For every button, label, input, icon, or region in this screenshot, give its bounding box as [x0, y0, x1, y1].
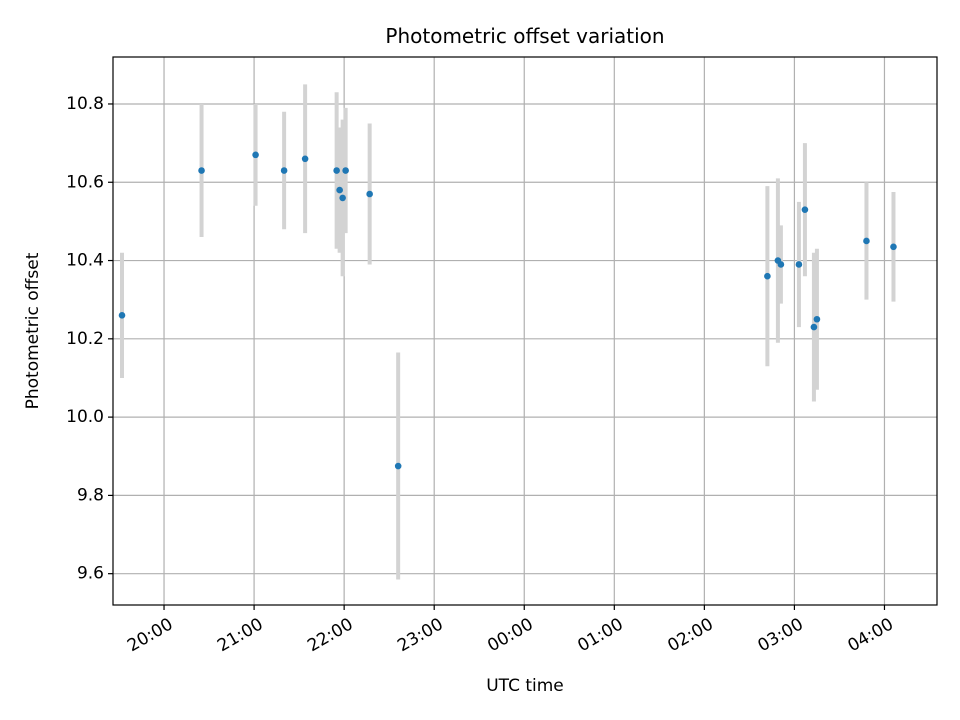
data-point — [795, 261, 803, 268]
data-point — [890, 243, 897, 251]
data-point — [339, 194, 346, 202]
y-tick-label: 9.6 — [77, 564, 104, 584]
y-tick-label: 10.2 — [66, 329, 104, 349]
data-point — [801, 206, 809, 213]
y-tick-label: 10.4 — [66, 251, 104, 271]
y-axis-ticks: 9.6 9.8 10.0 10.2 10.4 10.6 10.8 — [66, 94, 113, 584]
data-point — [366, 190, 373, 198]
data-point — [252, 151, 259, 159]
y-tick-label: 10.8 — [66, 94, 104, 114]
y-tick-label: 10.6 — [66, 172, 104, 192]
data-point — [777, 261, 785, 268]
data-point — [342, 167, 349, 174]
data-point — [333, 167, 340, 174]
data-point — [118, 312, 126, 319]
plot-frame — [112, 56, 938, 606]
data-point — [813, 315, 821, 323]
y-axis-label: Photometric offset — [23, 252, 43, 409]
data-point — [810, 323, 818, 331]
data-point — [336, 186, 343, 194]
data-point — [301, 155, 309, 163]
data-point — [280, 167, 288, 174]
x-axis-label: UTC time — [486, 676, 564, 696]
data-point — [198, 167, 205, 174]
data-points — [118, 151, 897, 470]
y-tick-label: 9.8 — [77, 485, 104, 505]
data-point — [863, 237, 870, 245]
data-point — [394, 462, 402, 470]
data-point — [764, 272, 771, 280]
y-tick-label: 10.0 — [66, 407, 104, 427]
chart-title: Photometric offset variation — [385, 24, 664, 48]
